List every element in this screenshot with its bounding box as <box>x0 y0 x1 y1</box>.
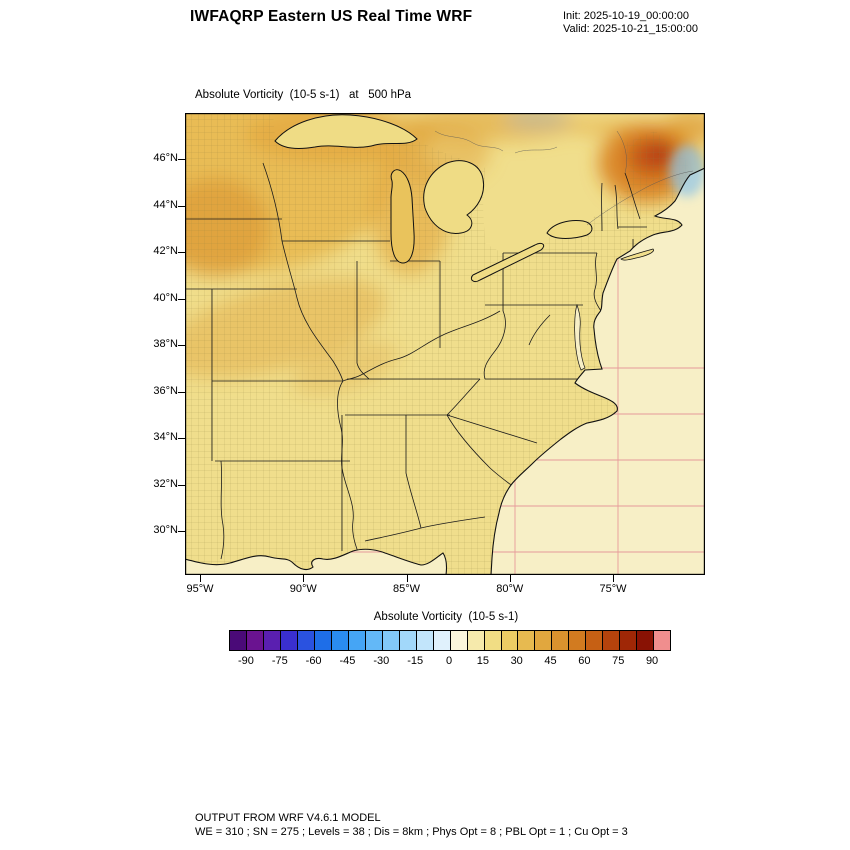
footer-model-line: OUTPUT FROM WRF V4.6.1 MODEL <box>195 812 381 824</box>
footer-config-line: WE = 310 ; SN = 275 ; Levels = 38 ; Dis … <box>195 826 628 838</box>
lat-tick-mark <box>178 205 185 207</box>
state-borders <box>185 162 647 564</box>
colorbar-tick-label: -90 <box>237 655 254 667</box>
map-border <box>185 113 705 575</box>
colorbar-cell <box>603 631 621 650</box>
colorbar-cell <box>331 631 349 650</box>
timestamps: Init: 2025-10-19_00:00:00 Valid: 2025-10… <box>563 10 698 36</box>
lake-superior <box>274 114 418 150</box>
colorbar-tick-label: -60 <box>305 655 322 667</box>
coastlines <box>185 167 705 575</box>
lat-tick-mark <box>178 345 185 347</box>
field-label: Absolute Vorticity (10-5 s-1) at 500 hPa <box>195 89 412 101</box>
colorbar-tick-label: 75 <box>612 655 625 667</box>
colorbar-tick-label: -45 <box>339 655 356 667</box>
lat-tick-label: 42°N <box>153 245 178 257</box>
colorbar-cell <box>433 631 451 650</box>
lat-tick-label: 30°N <box>153 524 178 536</box>
colorbar-cell <box>263 631 281 650</box>
lon-tick-mark <box>509 575 511 582</box>
colorbar-cell <box>535 631 553 650</box>
lat-tick-mark <box>178 531 185 533</box>
great-lakes <box>274 114 593 282</box>
colorbar-tick-label: 30 <box>510 655 523 667</box>
lon-tick-label: 85°W <box>392 583 421 595</box>
lat-tick-mark <box>178 438 185 440</box>
colorbar-cell <box>246 631 264 650</box>
footer: OUTPUT FROM WRF V4.6.1 MODEL WE = 310 ; … <box>195 811 628 839</box>
colorbar-cell <box>297 631 315 650</box>
colorbar-title: Absolute Vorticity (10-5 s-1) <box>373 611 519 623</box>
colorbar-cell <box>280 631 298 650</box>
colorbar-cell <box>416 631 434 650</box>
colorbar-tick-label: -15 <box>407 655 424 667</box>
lat-tick-label: 46°N <box>153 152 178 164</box>
lat-tick-label: 38°N <box>153 338 178 350</box>
lat-tick-mark <box>178 298 185 300</box>
colorbar-cell <box>399 631 417 650</box>
lat-tick-mark <box>178 159 185 161</box>
lon-tick-mark <box>200 575 202 582</box>
colorbar-cell <box>637 631 655 650</box>
lat-tick-label: 36°N <box>153 384 178 397</box>
negative-vorticity-pocket <box>669 145 705 197</box>
lat-tick-label: 32°N <box>153 477 178 490</box>
lon-tick-label: 90°W <box>289 583 317 595</box>
colorbar-cell <box>450 631 468 650</box>
chesapeake-bay <box>574 303 586 371</box>
lat-tick-mark <box>178 391 185 393</box>
colorbar-ticks: -90 -75 -60 -45 -30 -15 0 15 30 45 60 75 90 <box>229 655 669 669</box>
colorbar-tick-label: 90 <box>645 655 659 667</box>
page-title: IWFAQRP Eastern US Real Time WRF <box>190 8 473 25</box>
colorbar-cell <box>518 631 536 650</box>
lat-tick-mark <box>178 252 185 254</box>
ocean <box>185 168 705 575</box>
colorbar-tick-label: 15 <box>476 655 489 667</box>
colorbar-tick-label: 60 <box>578 655 591 667</box>
colorbar-cell <box>314 631 332 650</box>
lake-ontario <box>546 220 593 239</box>
lake-erie <box>470 242 545 282</box>
lon-tick-mark <box>303 575 305 582</box>
valid-timestamp: Valid: 2025-10-21_15:00:00 <box>563 23 698 35</box>
colorbar-cell <box>552 631 570 650</box>
lon-tick-label: 95°W <box>186 583 214 595</box>
colorbar-tick-label: -30 <box>373 655 390 667</box>
colorbar-cell <box>348 631 366 650</box>
lat-tick-label: 44°N <box>153 198 178 211</box>
lon-tick-mark <box>406 575 408 582</box>
colorbar-cell <box>586 631 604 650</box>
lat-tick-mark <box>178 484 185 486</box>
colorbar-cell <box>620 631 638 650</box>
lake-michigan <box>390 169 415 264</box>
colorbar-cell <box>484 631 502 650</box>
canada-lines <box>434 130 694 226</box>
colorbar-tick-label: 45 <box>544 655 557 667</box>
colorbar-cell <box>230 631 247 650</box>
colorbar-cell <box>501 631 519 650</box>
colorbar-cell <box>365 631 383 650</box>
colorbar-tick-label: 0 <box>445 655 453 667</box>
colorbar-cell <box>467 631 485 650</box>
init-timestamp: Init: 2025-10-19_00:00:00 <box>563 10 689 22</box>
vorticity-map <box>185 113 705 575</box>
colorbar-cell <box>654 631 671 650</box>
colorbar <box>229 630 671 651</box>
lat-tick-label: 34°N <box>153 431 178 443</box>
lon-tick-mark <box>613 575 615 582</box>
lon-tick-label: 80°W <box>496 583 524 595</box>
lat-tick-label: 40°N <box>153 291 178 304</box>
lake-huron <box>423 160 485 234</box>
colorbar-cell <box>569 631 587 650</box>
colorbar-tick-label: -75 <box>271 655 288 667</box>
colorbar-cell <box>382 631 400 650</box>
long-island <box>620 248 654 261</box>
lon-tick-label: 75°W <box>599 583 627 595</box>
